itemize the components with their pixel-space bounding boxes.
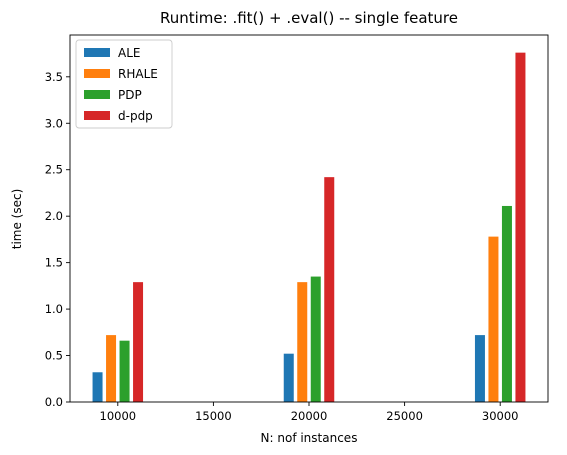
chart-title: Runtime: .fit() + .eval() -- single feat… [160,9,458,27]
bar-pdp-10000 [119,340,130,402]
x-tick-label: 15000 [195,409,232,423]
bar-d-pdp-20000 [324,177,335,402]
bar-rhale-10000 [106,335,117,402]
bar-ale-30000 [474,335,485,402]
bar-rhale-20000 [297,282,308,402]
y-axis-label: time (sec) [10,189,24,250]
y-tick-label: 3.5 [45,70,63,84]
legend-label-d-pdp: d-pdp [118,109,153,123]
y-tick-label: 1.0 [45,302,63,316]
y-tick-label: 0.5 [45,349,63,363]
bar-pdp-30000 [501,205,512,402]
x-axis: 10000 15000 20000 25000 30000 [100,402,519,423]
y-tick-label: 2.5 [45,163,63,177]
x-tick-label: 30000 [482,409,519,423]
legend: ALE RHALE PDP d-pdp [75,39,173,129]
x-tick-label: 25000 [386,409,423,423]
legend-label-ale: ALE [118,46,140,60]
y-tick-label: 0.0 [45,395,63,409]
bar-d-pdp-30000 [515,52,526,403]
legend-label-rhale: RHALE [118,67,158,81]
bar-d-pdp-10000 [133,282,144,402]
x-tick-label: 20000 [291,409,328,423]
bar-ale-10000 [92,372,103,402]
bar-rhale-30000 [488,236,499,402]
legend-box [75,39,173,129]
y-tick-label: 1.5 [45,256,63,270]
legend-label-pdp: PDP [118,88,142,102]
y-tick-label: 3.0 [45,116,63,130]
legend-swatch-pdp [84,90,110,99]
y-axis: 0.0 0.5 1.0 1.5 2.0 2.5 3.0 3.5 [45,70,70,409]
bar-pdp-20000 [310,276,321,402]
legend-swatch-d-pdp [84,111,110,120]
x-axis-label: N: nof instances [261,431,358,445]
y-tick-label: 2.0 [45,209,63,223]
legend-swatch-rhale [84,69,110,78]
legend-swatch-ale [84,48,110,57]
x-tick-label: 10000 [100,409,137,423]
bar-ale-20000 [283,353,294,402]
